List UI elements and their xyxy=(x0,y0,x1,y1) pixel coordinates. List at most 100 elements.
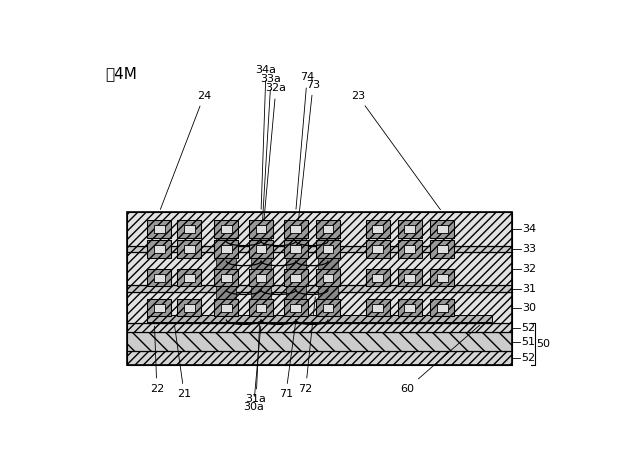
Text: 31a: 31a xyxy=(246,295,266,404)
Polygon shape xyxy=(127,292,511,323)
Text: 60: 60 xyxy=(401,325,479,393)
Polygon shape xyxy=(251,249,271,269)
Polygon shape xyxy=(214,220,238,237)
Polygon shape xyxy=(249,240,273,258)
Polygon shape xyxy=(436,245,447,253)
Polygon shape xyxy=(127,246,511,252)
Polygon shape xyxy=(154,273,165,282)
Polygon shape xyxy=(177,240,201,258)
Text: 図4M: 図4M xyxy=(105,66,137,81)
Polygon shape xyxy=(316,240,340,258)
Polygon shape xyxy=(184,273,195,282)
Polygon shape xyxy=(147,220,172,237)
Polygon shape xyxy=(365,299,390,316)
Polygon shape xyxy=(214,269,238,286)
Polygon shape xyxy=(184,225,195,233)
Polygon shape xyxy=(430,269,454,286)
Polygon shape xyxy=(316,220,340,237)
Polygon shape xyxy=(216,278,236,299)
Polygon shape xyxy=(154,245,165,253)
Polygon shape xyxy=(291,225,301,233)
Polygon shape xyxy=(284,299,308,316)
Polygon shape xyxy=(255,304,266,311)
Text: 51: 51 xyxy=(521,337,535,346)
Polygon shape xyxy=(147,240,172,258)
Polygon shape xyxy=(323,225,333,233)
Polygon shape xyxy=(318,278,338,299)
Text: 50: 50 xyxy=(536,339,550,349)
Polygon shape xyxy=(177,220,201,237)
Polygon shape xyxy=(255,225,266,233)
Polygon shape xyxy=(436,273,447,282)
Text: 52: 52 xyxy=(521,353,535,363)
Polygon shape xyxy=(251,278,271,299)
Polygon shape xyxy=(221,245,232,253)
Polygon shape xyxy=(430,220,454,237)
Text: 72: 72 xyxy=(298,297,316,393)
Polygon shape xyxy=(398,299,422,316)
Text: 33: 33 xyxy=(522,244,536,254)
Polygon shape xyxy=(372,245,383,253)
Polygon shape xyxy=(221,225,232,233)
Polygon shape xyxy=(291,273,301,282)
Polygon shape xyxy=(147,315,492,322)
Text: 30a: 30a xyxy=(243,326,264,412)
Polygon shape xyxy=(154,225,165,233)
Polygon shape xyxy=(285,278,306,299)
Text: 71: 71 xyxy=(279,324,296,399)
Polygon shape xyxy=(404,304,415,311)
Polygon shape xyxy=(372,225,383,233)
Polygon shape xyxy=(147,299,172,316)
Polygon shape xyxy=(216,249,236,269)
Polygon shape xyxy=(127,323,511,332)
Polygon shape xyxy=(147,269,172,286)
Polygon shape xyxy=(184,304,195,311)
Polygon shape xyxy=(318,249,338,269)
Text: 32: 32 xyxy=(522,264,536,273)
Polygon shape xyxy=(404,245,415,253)
Polygon shape xyxy=(154,304,165,311)
Text: 24: 24 xyxy=(161,91,211,210)
Polygon shape xyxy=(255,245,266,253)
Polygon shape xyxy=(249,269,273,286)
Text: 34a: 34a xyxy=(255,65,276,209)
Polygon shape xyxy=(316,269,340,286)
Polygon shape xyxy=(372,273,383,282)
Polygon shape xyxy=(249,299,273,316)
Text: 33a: 33a xyxy=(260,74,282,243)
Polygon shape xyxy=(291,304,301,311)
Polygon shape xyxy=(284,220,308,237)
Polygon shape xyxy=(291,245,301,253)
Text: 31: 31 xyxy=(522,283,536,293)
Text: 22: 22 xyxy=(150,326,164,393)
Polygon shape xyxy=(404,225,415,233)
Polygon shape xyxy=(214,299,238,316)
Text: 74: 74 xyxy=(296,73,314,209)
Polygon shape xyxy=(436,304,447,311)
Polygon shape xyxy=(318,229,338,240)
Polygon shape xyxy=(430,240,454,258)
Polygon shape xyxy=(284,269,308,286)
Polygon shape xyxy=(127,252,511,285)
Polygon shape xyxy=(365,269,390,286)
Polygon shape xyxy=(436,225,447,233)
Polygon shape xyxy=(184,245,195,253)
Polygon shape xyxy=(221,304,232,311)
Text: 30: 30 xyxy=(522,303,536,313)
Polygon shape xyxy=(221,273,232,282)
Polygon shape xyxy=(214,240,238,258)
Text: 52: 52 xyxy=(521,323,535,333)
Polygon shape xyxy=(127,332,511,351)
Polygon shape xyxy=(398,220,422,237)
Polygon shape xyxy=(284,240,308,258)
Polygon shape xyxy=(323,304,333,311)
Text: 34: 34 xyxy=(522,224,536,234)
Text: 32a: 32a xyxy=(261,83,287,249)
Polygon shape xyxy=(251,229,271,240)
Polygon shape xyxy=(365,240,390,258)
Polygon shape xyxy=(285,249,306,269)
Polygon shape xyxy=(398,269,422,286)
Polygon shape xyxy=(365,220,390,237)
Polygon shape xyxy=(127,212,511,246)
Polygon shape xyxy=(285,229,306,240)
